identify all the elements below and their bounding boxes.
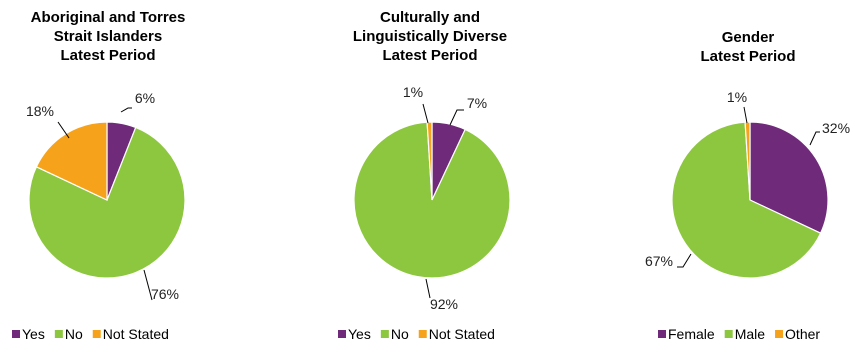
chart-title-line: Latest Period — [700, 48, 795, 65]
legend-swatch-male — [724, 330, 733, 338]
legend-swatch-yes — [338, 330, 346, 338]
legend-item-yes: Yes — [348, 326, 371, 342]
legend-swatch-not-stated — [92, 330, 101, 338]
pie-slice-other — [744, 121, 751, 201]
pie-slice-no — [353, 121, 511, 279]
legend-item-not-stated: Not Stated — [429, 326, 495, 342]
chart-title-line: Linguistically Diverse — [353, 28, 507, 45]
pie-slice-not-stated — [35, 121, 108, 201]
legend-swatch-no — [380, 330, 389, 338]
leader-line — [425, 278, 431, 299]
data-label-male: 67% — [645, 253, 673, 269]
leader-line — [120, 107, 132, 113]
legend-swatch-female — [658, 330, 666, 338]
pie-chart-1: Aboriginal and Torres Strait Islanders Lat… — [12, 9, 186, 342]
leader-line — [449, 109, 464, 126]
chart-title-line: Culturally and — [380, 9, 480, 26]
legend-item-other: Other — [785, 326, 820, 342]
data-label-no: 92% — [430, 296, 458, 312]
leader-line — [677, 253, 692, 268]
leader-line — [422, 103, 429, 124]
chart-title-line: Gender — [722, 29, 775, 46]
legend-swatch-not-stated — [418, 330, 427, 338]
data-label-yes: 6% — [135, 90, 155, 106]
pie-chart-3: Gender Latest Period 32% 67% 1% Female Male Oth… — [645, 29, 850, 342]
data-label-yes: 7% — [467, 95, 487, 111]
legend-item-no: No — [391, 326, 409, 342]
legend-item-yes: Yes — [22, 326, 45, 342]
pie-chart-2: Culturally and Linguistically Diverse Late… — [338, 9, 511, 342]
data-label-not-stated: 1% — [403, 84, 423, 100]
data-label-female: 32% — [822, 120, 850, 136]
data-label-not-stated: 18% — [26, 103, 54, 119]
legend-item-not-stated: Not Stated — [103, 326, 169, 342]
legend-swatch-no — [54, 330, 63, 338]
chart-title-line: Aboriginal and Torres — [31, 9, 186, 26]
legend-item-female: Female — [668, 326, 715, 342]
legend-item-male: Male — [735, 326, 766, 342]
leader-line — [143, 269, 153, 301]
leader-line — [809, 131, 820, 146]
chart-title-line: Latest Period — [382, 47, 477, 64]
leader-line — [57, 121, 70, 139]
pie-slice-not-stated — [426, 121, 433, 201]
pie-slice-male — [671, 121, 822, 279]
data-label-no: 76% — [151, 286, 179, 302]
pie-slice-no — [28, 126, 186, 279]
legend-swatch-other — [775, 330, 784, 338]
chart-title-line: Strait Islanders — [54, 28, 162, 45]
data-label-other: 1% — [727, 89, 747, 105]
pie-slice-female — [749, 121, 829, 235]
legend-item-no: No — [65, 326, 83, 342]
chart-title-line: Latest Period — [60, 47, 155, 64]
leader-line — [743, 106, 748, 124]
legend-swatch-yes — [12, 330, 20, 338]
